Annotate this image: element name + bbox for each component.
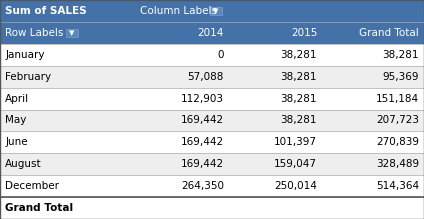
Text: Grand Total: Grand Total xyxy=(5,203,73,213)
FancyBboxPatch shape xyxy=(66,29,78,37)
Text: 250,014: 250,014 xyxy=(274,181,317,191)
Bar xyxy=(0,197,424,219)
Text: 159,047: 159,047 xyxy=(274,159,317,169)
Bar xyxy=(0,88,424,110)
Text: 169,442: 169,442 xyxy=(181,115,224,125)
Text: 38,281: 38,281 xyxy=(281,94,317,104)
Bar xyxy=(0,131,424,153)
Text: 112,903: 112,903 xyxy=(181,94,224,104)
Text: June: June xyxy=(5,137,28,147)
Bar xyxy=(0,110,424,131)
Bar xyxy=(0,44,424,66)
Text: May: May xyxy=(5,115,26,125)
Text: ▼: ▼ xyxy=(213,8,218,14)
Text: 270,839: 270,839 xyxy=(376,137,419,147)
Text: 169,442: 169,442 xyxy=(181,159,224,169)
Text: 95,369: 95,369 xyxy=(382,72,419,82)
Text: 38,281: 38,281 xyxy=(382,50,419,60)
Text: January: January xyxy=(5,50,45,60)
Text: 38,281: 38,281 xyxy=(281,115,317,125)
Text: Row Labels: Row Labels xyxy=(5,28,64,38)
FancyBboxPatch shape xyxy=(210,7,222,15)
Text: 38,281: 38,281 xyxy=(281,50,317,60)
Text: Column Labels: Column Labels xyxy=(140,6,217,16)
Text: 151,184: 151,184 xyxy=(376,94,419,104)
Text: Sum of SALES: Sum of SALES xyxy=(5,6,87,16)
Bar xyxy=(0,22,424,44)
Text: 57,088: 57,088 xyxy=(187,72,224,82)
Text: 328,489: 328,489 xyxy=(376,159,419,169)
Bar xyxy=(0,175,424,197)
Text: ▼: ▼ xyxy=(69,30,74,36)
Text: 264,350: 264,350 xyxy=(181,181,224,191)
Text: 2014: 2014 xyxy=(198,28,224,38)
Text: 0: 0 xyxy=(218,50,224,60)
Text: December: December xyxy=(5,181,59,191)
Text: 38,281: 38,281 xyxy=(281,72,317,82)
Text: April: April xyxy=(5,94,29,104)
Text: 2015: 2015 xyxy=(291,28,317,38)
Bar xyxy=(0,66,424,88)
Text: 207,723: 207,723 xyxy=(376,115,419,125)
Text: August: August xyxy=(5,159,42,169)
Bar xyxy=(0,0,424,22)
Text: Grand Total: Grand Total xyxy=(359,28,419,38)
Text: 514,364: 514,364 xyxy=(376,181,419,191)
Bar xyxy=(0,153,424,175)
Text: 101,397: 101,397 xyxy=(274,137,317,147)
Text: 169,442: 169,442 xyxy=(181,137,224,147)
Text: February: February xyxy=(5,72,51,82)
